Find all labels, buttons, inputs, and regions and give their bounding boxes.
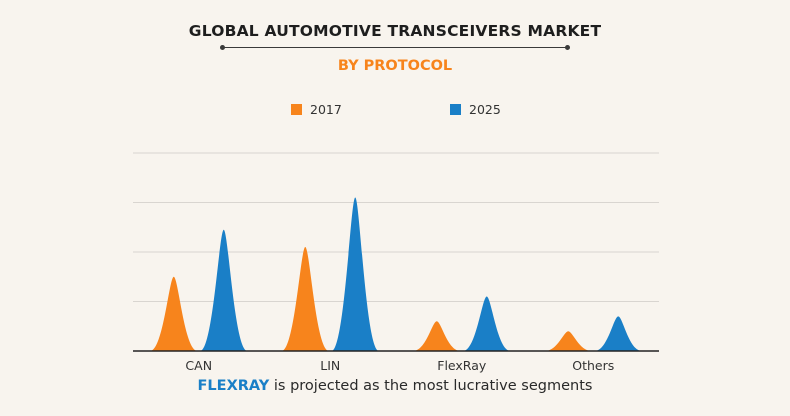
peak-2025-others [594,316,642,351]
chart-subtitle: BY PROTOCOL [337,58,453,74]
peak-2017-can [150,276,198,351]
x-tick-label: LIN [320,358,340,373]
footer-highlight: FLEXRAY [197,378,270,394]
peak-2025-lin [331,197,379,351]
legend-item-2017: 2017 [291,102,342,117]
x-tick-label: FlexRay [437,358,487,373]
title-divider [220,45,570,50]
peak-2025-flexray [463,296,511,351]
x-tick-label: CAN [185,358,212,373]
footer-text: is projected as the most lucrative segme… [269,378,593,394]
chart-title: GLOBAL AUTOMOTIVE TRANSCEIVERS MARKET [188,22,602,40]
peak-2017-others [544,331,592,351]
legend-label-2017: 2017 [310,102,342,117]
peak-2017-lin [281,247,329,351]
legend-swatch-2017 [291,104,302,115]
peak-2017-flexray [413,321,461,351]
legend-label-2025: 2025 [469,102,501,117]
chart-legend: 2017 2025 [0,102,790,122]
footer-note: FLEXRAY is projected as the most lucrati… [0,378,790,394]
legend-item-2025: 2025 [450,102,501,117]
legend-swatch-2025 [450,104,461,115]
x-tick-label: Others [572,358,614,373]
peak-2025-can [200,229,248,351]
